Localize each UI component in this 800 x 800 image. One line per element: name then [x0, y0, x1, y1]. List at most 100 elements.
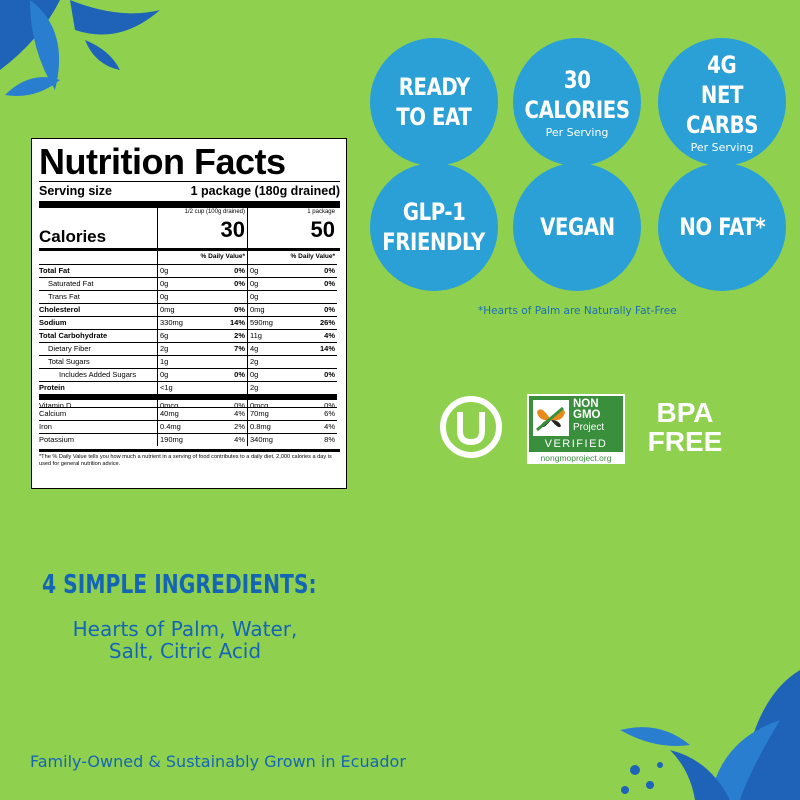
daily-value-header: % Daily Value* % Daily Value*: [39, 248, 340, 264]
no-fat-badge: NO FAT*: [658, 163, 786, 291]
calories-label: Calories: [39, 227, 107, 246]
nutrient-amount-col1: 0.4mg: [157, 420, 207, 433]
badge-glp-line1: GLP-1: [402, 198, 466, 226]
nutrient-dv-col2: 4%: [297, 329, 337, 342]
badge-carbs-line2: NET CARBS: [686, 81, 758, 139]
nutrient-amount-col1: 2g: [157, 342, 207, 355]
bpa-free-badge: BPA FREE: [640, 398, 730, 456]
bpa-line2: FREE: [647, 426, 723, 457]
nutrient-amount-col1: <1g: [157, 381, 207, 394]
badge-carbs-line1: 4G: [707, 51, 737, 79]
nutrient-dv-col2: 26%: [297, 316, 337, 329]
nutrient-amount-col2: 0g: [247, 277, 297, 290]
dv-header-col2: % Daily Value*: [247, 251, 337, 264]
nutrient-dv-col1: 0%: [207, 264, 247, 277]
nutrient-dv-col2: 8%: [297, 433, 337, 446]
nutrient-amount-col1: 0g: [157, 264, 207, 277]
nutrient-amount-col1: 0g: [157, 290, 207, 303]
nutrient-amount-col1: 1g: [157, 355, 207, 368]
nutrient-amount-col2: 2g: [247, 381, 297, 394]
serving-size-row: Serving size 1 package (180g drained): [39, 182, 340, 201]
nutrient-amount-col2: 590mg: [247, 316, 297, 329]
kosher-ou-icon: [440, 396, 502, 458]
nutrient-amount-col2: 0mg: [247, 303, 297, 316]
serving-size-value: 1 package (180g drained): [190, 184, 340, 198]
ready-to-eat-badge: READY TO EAT: [370, 38, 498, 166]
nutrient-name: Includes Added Sugars: [39, 368, 157, 381]
ng-non: NON: [573, 398, 599, 410]
nutrient-name: Vitamin D: [39, 394, 157, 407]
nutrient-dv-col2: [297, 355, 337, 368]
net-carbs-badge: 4G NET CARBS Per Serving: [658, 38, 786, 166]
butterfly-icon: [533, 400, 569, 436]
nutrient-name: Trans Fat: [39, 290, 157, 303]
nutrient-amount-col2: 0g: [247, 290, 297, 303]
nutrient-dv-col2: 0%: [297, 277, 337, 290]
nutrient-amount-col2: 0mcg: [247, 394, 297, 407]
nutrient-name: Dietary Fiber: [39, 342, 157, 355]
nutrient-name: Saturated Fat: [39, 277, 157, 290]
calories-badge: 30 CALORIES Per Serving: [513, 38, 641, 166]
nutrient-dv-col2: [297, 290, 337, 303]
nutrient-name: Protein: [39, 381, 157, 394]
nutrient-name: Total Carbohydrate: [39, 329, 157, 342]
nutrient-name: Potassium: [39, 433, 157, 446]
badge-calories-line2: CALORIES: [524, 96, 630, 124]
badge-ready-line1: READY: [398, 73, 470, 101]
dv-header-col1: % Daily Value*: [157, 251, 247, 264]
ingredients-list: Hearts of Palm, Water, Salt, Citric Acid: [40, 618, 330, 662]
nutrient-amount-col1: 6g: [157, 329, 207, 342]
nutrient-dv-col2: 0%: [297, 368, 337, 381]
calories-value-col2: 50: [310, 217, 335, 242]
nutrient-amount-col2: 4g: [247, 342, 297, 355]
ingredients-title: 4 SIMPLE INGREDIENTS:: [42, 570, 317, 600]
nutrient-dv-col2: 14%: [297, 342, 337, 355]
nutrient-dv-col2: 0%: [297, 303, 337, 316]
ingredients-line2: Salt, Citric Acid: [108, 639, 262, 663]
nutrient-amount-col1: 0g: [157, 277, 207, 290]
nutrient-dv-col2: 0%: [297, 394, 337, 407]
nutrient-dv-col2: 6%: [297, 407, 337, 420]
nutrient-name: Sodium: [39, 316, 157, 329]
badge-carbs-sub: Per Serving: [690, 141, 754, 154]
nutrition-footnote: *The % Daily Value tells you how much a …: [39, 449, 340, 468]
nutrient-dv-col1: [207, 290, 247, 303]
calories-row: Calories 1/2 cup (100g drained) 30 1 pac…: [39, 208, 340, 248]
ng-project: Project: [573, 422, 605, 433]
non-gmo-verified-logo: NON GMO Project VERIFIED nongmoproject.o…: [527, 394, 625, 464]
ng-gmo: GMO: [573, 409, 601, 421]
nutrient-amount-col2: 11g: [247, 329, 297, 342]
nutrient-dv-col1: [207, 355, 247, 368]
nutrition-facts-label: Nutrition Facts Serving size 1 package (…: [31, 138, 347, 489]
badge-calories-line1: 30: [563, 66, 591, 94]
nutrient-dv-col1: 4%: [207, 433, 247, 446]
badge-glp-line2: FRIENDLY: [382, 228, 486, 256]
nutrient-name: Total Fat: [39, 264, 157, 277]
nutrient-dv-col2: 0%: [297, 264, 337, 277]
nutrient-amount-col2: 0g: [247, 368, 297, 381]
nutrient-amount-col1: 190mg: [157, 433, 207, 446]
serving-size-label: Serving size: [39, 184, 112, 198]
family-owned-tagline: Family-Owned & Sustainably Grown in Ecua…: [30, 752, 406, 771]
nutrient-dv-col1: 4%: [207, 407, 247, 420]
column-2-header: 1 package: [307, 209, 335, 215]
bpa-line1: BPA: [656, 397, 714, 428]
nutrient-amount-col2: 0.8mg: [247, 420, 297, 433]
nutrient-amount-col1: 40mg: [157, 407, 207, 420]
nutrient-name: Calcium: [39, 407, 157, 420]
nutrient-amount-col2: 340mg: [247, 433, 297, 446]
badge-vegan-line1: VEGAN: [539, 213, 615, 241]
fat-free-note: *Hearts of Palm are Naturally Fat-Free: [478, 305, 677, 317]
nutrient-dv-col1: 2%: [207, 420, 247, 433]
nutrient-dv-col1: 0%: [207, 394, 247, 407]
badge-nofat-line1: NO FAT*: [679, 213, 765, 241]
nutrient-dv-col1: 0%: [207, 368, 247, 381]
nutrient-dv-col1: 14%: [207, 316, 247, 329]
nutrient-amount-col1: 0mg: [157, 303, 207, 316]
nutrient-amount-col2: 2g: [247, 355, 297, 368]
leaf-decoration-bottom-right: [620, 670, 800, 800]
nutrient-dv-col1: 2%: [207, 329, 247, 342]
badge-ready-line2: TO EAT: [396, 103, 472, 131]
column-1-header: 1/2 cup (100g drained): [184, 209, 245, 215]
ingredients-line1: Hearts of Palm, Water,: [72, 617, 298, 641]
